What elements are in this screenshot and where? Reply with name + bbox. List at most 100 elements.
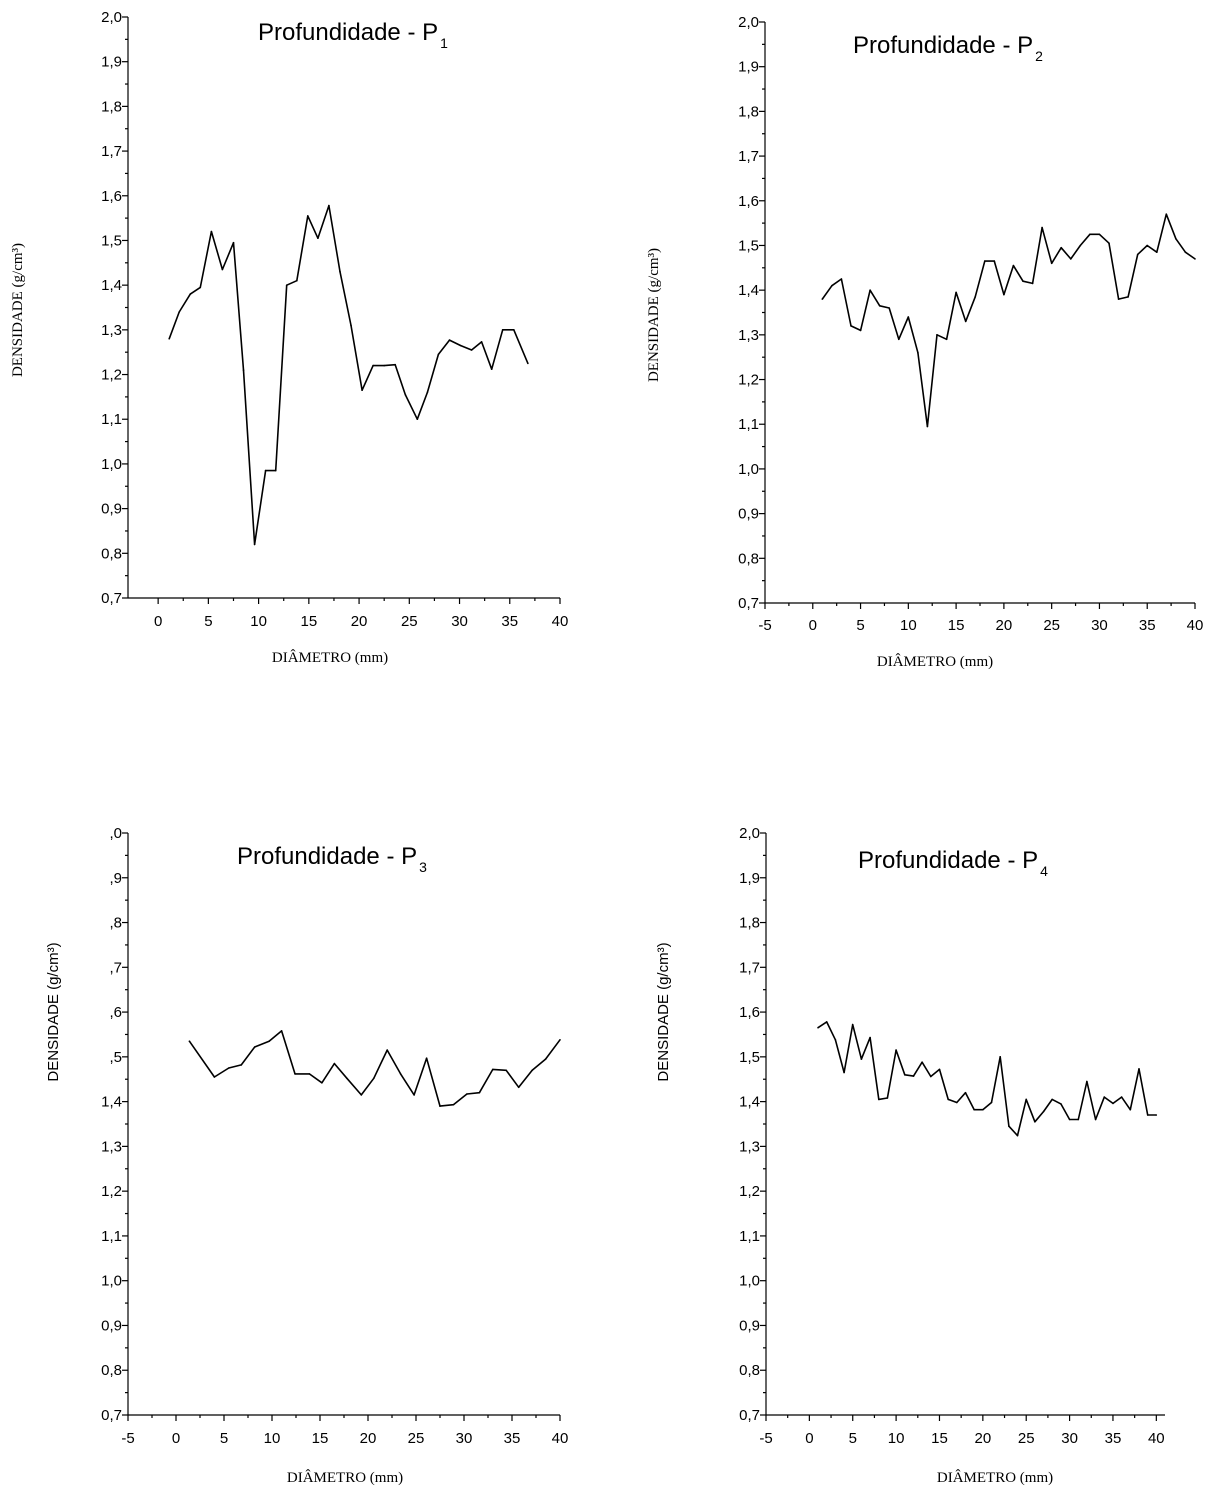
y-tick-label: 0,9 <box>101 501 122 518</box>
y-tick-label: 0,7 <box>738 595 759 612</box>
data-point <box>898 338 900 341</box>
data-point <box>307 215 309 217</box>
data-point <box>917 351 919 354</box>
y-tick-label: 1,6 <box>738 193 759 210</box>
data-point <box>869 1036 871 1039</box>
data-point <box>1117 298 1120 300</box>
data-point <box>339 270 341 273</box>
y-tick-label: 1,9 <box>738 59 759 76</box>
x-axis-label: DIÂMETRO (mm) <box>937 1469 1053 1486</box>
data-point <box>1156 251 1158 253</box>
y-tick-label: 1,6 <box>101 188 122 205</box>
x-tick-label: 35 <box>504 1430 521 1447</box>
x-tick-label: -5 <box>759 1430 772 1447</box>
x-tick-label: 5 <box>204 613 212 630</box>
x-tick-label: 35 <box>501 613 518 630</box>
data-point <box>930 1075 932 1078</box>
data-point <box>1079 244 1082 247</box>
data-point <box>956 1101 958 1104</box>
data-point <box>394 363 397 366</box>
y-tick-label: 0,7 <box>101 1407 122 1424</box>
x-tick-label: 5 <box>849 1430 857 1447</box>
y-tick-label: 1,2 <box>101 367 122 384</box>
data-point <box>527 362 529 365</box>
data-point <box>1008 1125 1010 1127</box>
y-tick-label: 0,9 <box>739 1317 760 1334</box>
data-point <box>831 284 833 287</box>
data-point <box>904 1074 906 1076</box>
data-point <box>386 1049 389 1051</box>
data-point <box>860 1058 863 1060</box>
y-tick-label: 0,8 <box>101 1362 122 1379</box>
x-tick-label: 0 <box>805 1430 813 1447</box>
data-point <box>1089 233 1091 236</box>
data-point <box>268 1040 270 1042</box>
y-tick-label: 1,6 <box>739 1004 760 1021</box>
data-point <box>955 291 957 294</box>
data-point <box>938 1068 941 1071</box>
data-point <box>1184 251 1187 253</box>
x-tick-label: 20 <box>996 617 1013 634</box>
data-point <box>936 334 938 336</box>
x-tick-label: 35 <box>1139 617 1156 634</box>
y-tick-label: 1,9 <box>101 54 122 71</box>
x-tick-label: 30 <box>1091 617 1108 634</box>
data-point <box>1022 280 1024 283</box>
x-tick-label: 25 <box>1043 617 1060 634</box>
data-point <box>1165 213 1168 215</box>
data-point <box>505 1069 508 1072</box>
y-axis-label: DENSIDADE (g/cm³) <box>45 942 62 1081</box>
data-point <box>1127 296 1129 298</box>
data-point <box>1034 1121 1036 1123</box>
data-point <box>984 260 986 262</box>
y-tick-label: 1,2 <box>101 1183 122 1200</box>
data-point <box>1051 1098 1053 1101</box>
data-point <box>1077 1118 1080 1121</box>
data-point <box>437 353 440 356</box>
x-tick-label: 10 <box>888 1430 905 1447</box>
data-point <box>1108 242 1110 244</box>
data-point <box>168 338 170 340</box>
data-point <box>1098 233 1101 236</box>
data-point <box>178 311 180 313</box>
x-tick-label: 40 <box>552 613 569 630</box>
data-point <box>280 1030 283 1032</box>
data-point <box>285 284 288 287</box>
chart-title-subscript: 3 <box>419 859 427 875</box>
series-line-1 <box>821 213 1196 428</box>
data-point <box>907 316 910 318</box>
data-point <box>974 296 976 298</box>
data-point <box>426 391 429 394</box>
data-point <box>253 1046 256 1048</box>
y-tick-label: 1,7 <box>101 143 122 160</box>
x-tick-label: -5 <box>121 1430 134 1447</box>
data-point <box>1031 282 1034 285</box>
data-point <box>321 1082 323 1084</box>
data-point <box>982 1108 984 1111</box>
y-tick-label: 1,1 <box>101 411 122 428</box>
y-tick-label: 1,0 <box>739 1273 760 1290</box>
y-tick-label: 0,8 <box>739 1362 760 1379</box>
data-point <box>213 1076 216 1078</box>
data-point <box>888 307 890 309</box>
data-point <box>383 364 386 367</box>
data-point <box>559 1039 561 1041</box>
x-tick-label: 20 <box>351 613 368 630</box>
data-point <box>1094 1118 1097 1121</box>
data-point <box>878 1098 880 1101</box>
y-tick-label: 0,9 <box>738 506 759 523</box>
data-point <box>264 469 267 472</box>
x-tick-label: 5 <box>856 617 864 634</box>
data-point <box>1042 1110 1045 1113</box>
data-point <box>921 1061 923 1063</box>
data-point <box>926 425 929 428</box>
data-point <box>221 268 224 271</box>
data-point <box>317 237 319 239</box>
data-point <box>1138 1068 1140 1070</box>
data-point <box>328 204 330 207</box>
data-point <box>1103 1096 1106 1098</box>
x-tick-label: 15 <box>312 1430 329 1447</box>
data-point <box>228 1067 230 1069</box>
data-point <box>1136 253 1139 256</box>
